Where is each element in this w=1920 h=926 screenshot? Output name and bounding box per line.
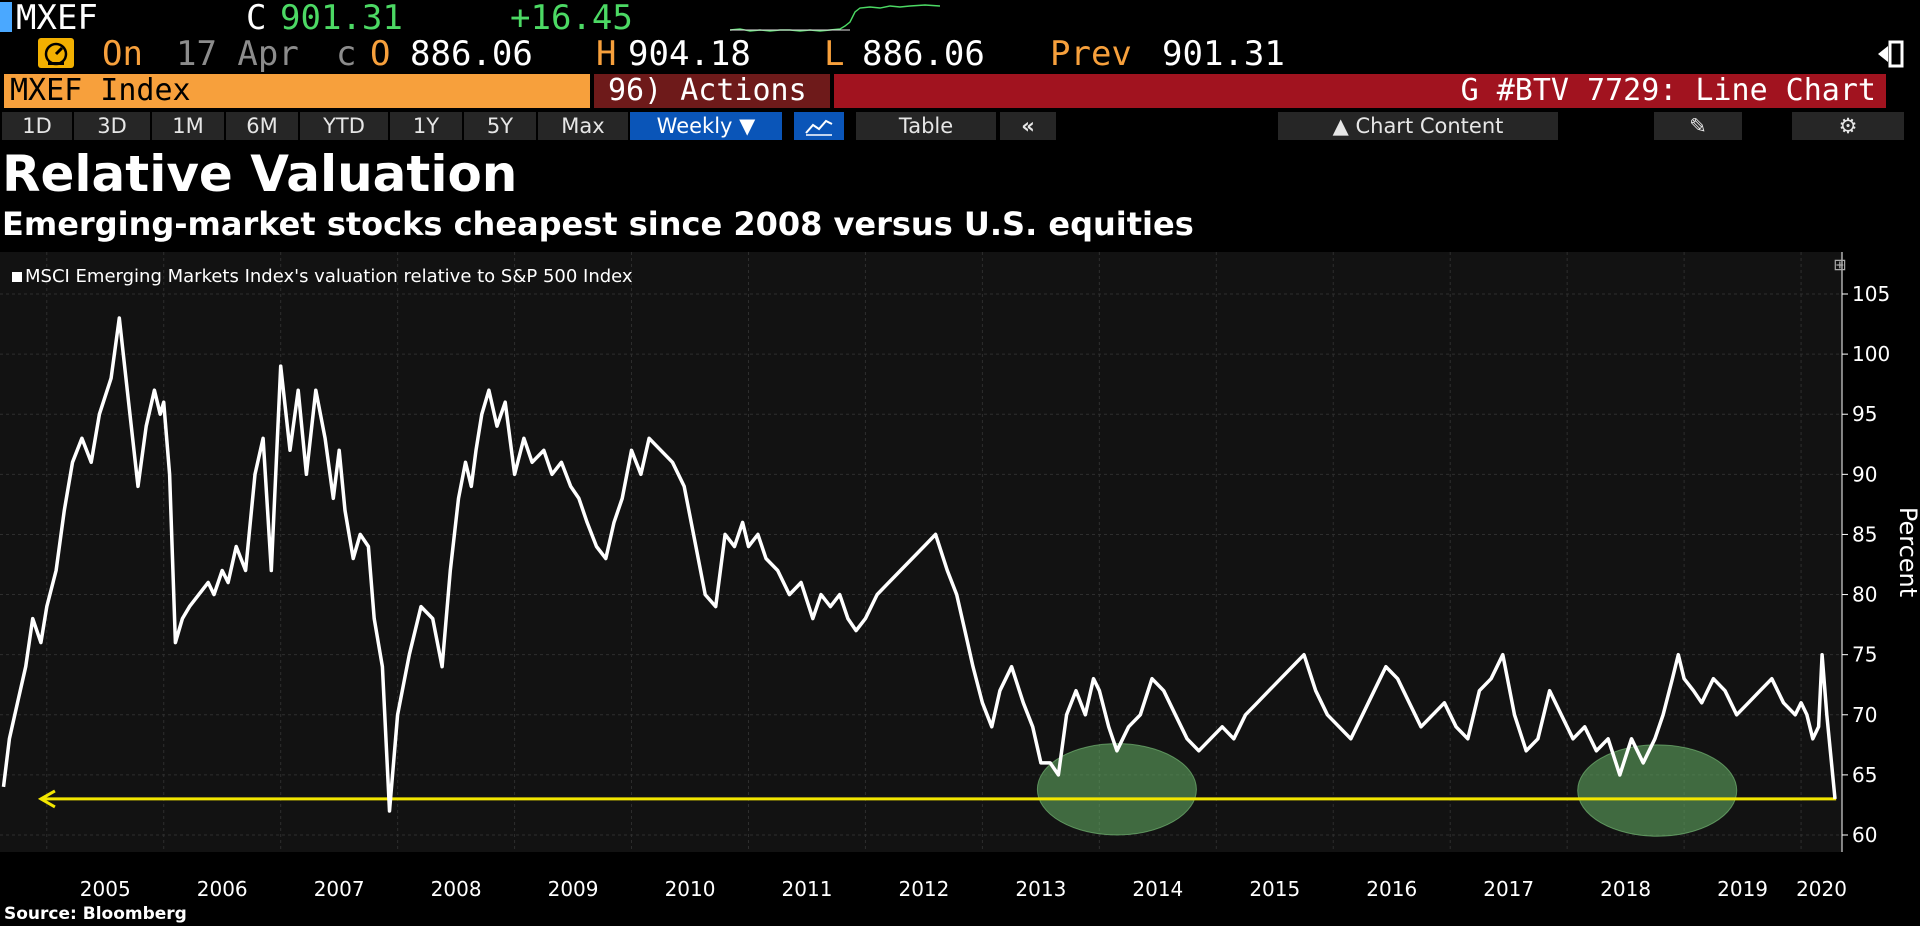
double-chevron-left-icon: «	[1021, 114, 1035, 138]
x-tick-label: 2014	[1132, 877, 1183, 900]
ohlc-row: On 17 Apr c O 886.06 H 904.18 L 886.06 P…	[0, 36, 1920, 72]
open-value: 886.06	[410, 34, 533, 74]
date-suffix: c	[336, 34, 357, 74]
x-tick-label: 2018	[1600, 877, 1651, 900]
ticker-symbol[interactable]: MXEF	[16, 0, 98, 38]
y-tick-label: 60	[1852, 823, 1877, 847]
chart-content-button[interactable]: ▲ Chart Content	[1278, 112, 1558, 140]
x-tick-label: 2013	[1015, 877, 1066, 900]
edit-button[interactable]: ✎	[1654, 112, 1742, 140]
security-name[interactable]: MXEF Index	[4, 74, 590, 108]
actions-label: Actions	[680, 73, 807, 108]
x-tick-label: 2005	[80, 877, 131, 900]
x-tick-label: 2017	[1483, 877, 1534, 900]
y-tick-label: 65	[1852, 763, 1877, 787]
chart-title: Relative Valuation	[2, 145, 518, 203]
y-tick-label: 95	[1852, 402, 1877, 426]
x-tick-label: 2015	[1249, 877, 1300, 900]
y-tick-label: 90	[1852, 462, 1877, 486]
y-tick-label: 105	[1852, 282, 1890, 306]
period-select[interactable]: Weekly ▼	[630, 112, 782, 140]
period-label: Weekly	[656, 114, 733, 138]
chevron-down-icon: ▼	[739, 114, 756, 138]
change-value: +16.45	[510, 0, 633, 38]
x-tick-label: 2010	[665, 877, 716, 900]
x-tick-label: 2016	[1366, 877, 1417, 900]
command-cursor	[0, 2, 12, 32]
prev-label: Prev	[1050, 34, 1132, 74]
alert-icon[interactable]	[38, 38, 74, 68]
y-tick-label: 80	[1852, 583, 1877, 607]
x-tick-label: 2019	[1717, 877, 1768, 900]
y-tick-label: 100	[1852, 342, 1890, 366]
tab-1d[interactable]: 1D	[2, 112, 72, 140]
settings-button[interactable]: ⚙	[1792, 112, 1904, 140]
plot-background	[0, 252, 1842, 852]
x-tick-label: 2006	[197, 877, 248, 900]
date-prefix: On	[102, 34, 143, 74]
table-button[interactable]: Table	[856, 112, 996, 140]
x-tick-label: 2020	[1796, 877, 1847, 900]
highlight-ellipse	[1036, 743, 1197, 836]
y-tick-label: 75	[1852, 643, 1877, 667]
close-label: C	[246, 0, 267, 38]
high-label: H	[596, 34, 617, 74]
high-value: 904.18	[628, 34, 751, 74]
legend-label[interactable]: MSCI Emerging Markets Index's valuation …	[25, 266, 633, 287]
intraday-sparkline	[730, 4, 940, 32]
gear-icon: ⚙	[1838, 114, 1858, 138]
open-label: O	[370, 34, 391, 74]
exit-icon[interactable]	[1876, 40, 1904, 68]
line-chart[interactable]: 2005 2006 2007 2008 2009 2010 2011 2012 2013 2014…	[0, 252, 1920, 900]
collapse-button[interactable]: «	[1000, 112, 1056, 140]
x-tick-label: 2007	[314, 877, 365, 900]
close-value: 901.31	[280, 0, 403, 38]
highlight-ellipse	[1577, 744, 1738, 837]
y-tick-label: 85	[1852, 522, 1877, 546]
annotation-arrow-head	[37, 789, 56, 809]
tab-3d[interactable]: 3D	[74, 112, 150, 140]
series-line	[1, 316, 1837, 813]
x-tick-label: 2009	[548, 877, 599, 900]
tab-max[interactable]: Max	[538, 112, 628, 140]
line-chart-icon	[805, 119, 833, 136]
tab-5y[interactable]: 5Y	[464, 112, 536, 140]
x-tick-label: 2012	[898, 877, 949, 900]
y-axis-label: Percent	[1894, 507, 1920, 597]
y-tick-label: 70	[1852, 703, 1877, 727]
low-value: 886.06	[862, 34, 985, 74]
function-title: G #BTV 7729: Line Chart	[834, 74, 1886, 108]
quote-date: 17 Apr	[176, 34, 299, 74]
plus-icon[interactable]: ⊞	[1833, 255, 1846, 274]
chart-subtitle: Emerging-market stocks cheapest since 20…	[2, 205, 1194, 243]
chart-content-label: Chart Content	[1355, 114, 1504, 138]
prev-value: 901.31	[1162, 34, 1285, 74]
legend-swatch	[12, 272, 22, 282]
source-note: Source: Bloomberg	[4, 904, 187, 924]
chart-toolbar: 1D 3D 1M 6M YTD 1Y 5Y Max Weekly ▼ Table…	[0, 112, 1920, 142]
actions-menu[interactable]: 96) Actions ▼	[594, 73, 830, 139]
tab-1y[interactable]: 1Y	[390, 112, 462, 140]
line-chart-toggle[interactable]	[794, 112, 844, 140]
tab-ytd[interactable]: YTD	[300, 112, 388, 140]
chart-content-icon: ▲	[1332, 114, 1349, 138]
x-tick-label: 2011	[782, 877, 833, 900]
edit-icon: ✎	[1689, 114, 1707, 138]
tab-1m[interactable]: 1M	[152, 112, 224, 140]
x-tick-label: 2008	[431, 877, 482, 900]
low-label: L	[824, 34, 845, 74]
security-bar: MXEF Index 96) Actions ▼ G #BTV 7729: Li…	[0, 73, 1920, 139]
tab-6m[interactable]: 6M	[226, 112, 298, 140]
actions-number: 96)	[608, 73, 663, 108]
quote-row: MXEF C 901.31 +16.45	[0, 0, 1920, 36]
